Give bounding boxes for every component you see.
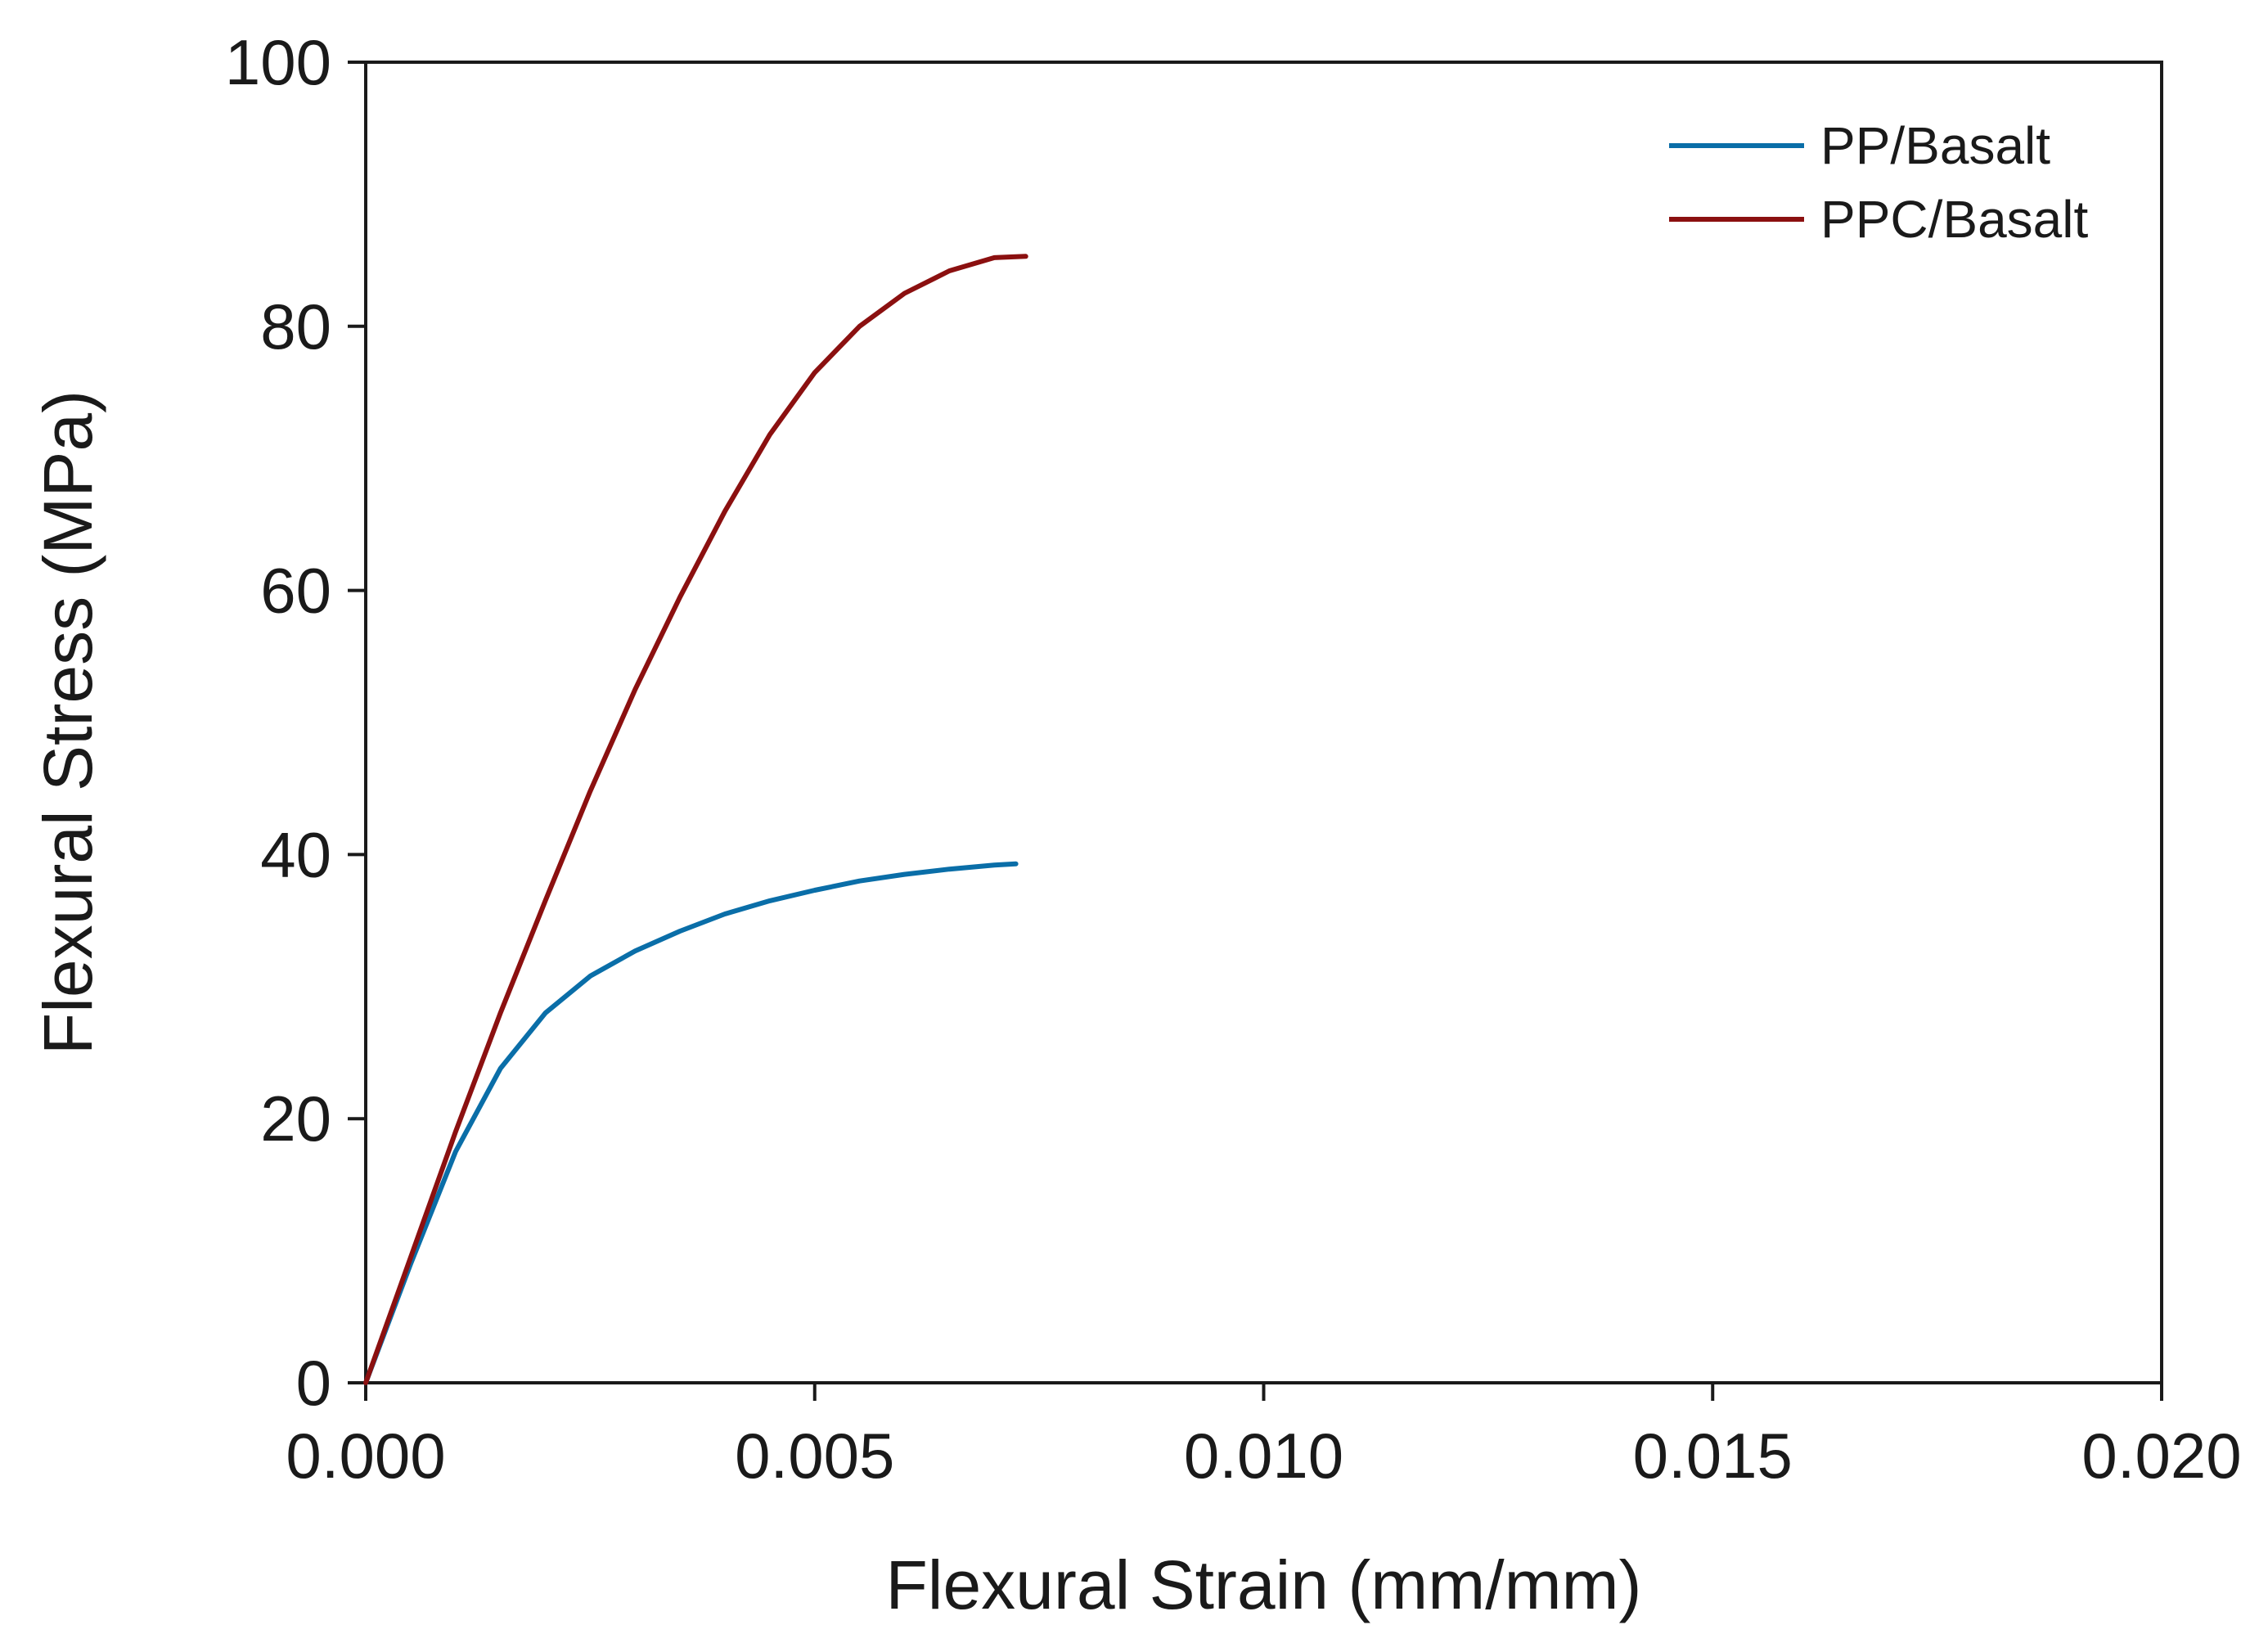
y-tick-label: 100 [225,26,331,98]
y-tick-label: 60 [260,555,331,627]
x-tick-label: 0.005 [735,1420,894,1492]
x-tick-label: 0.020 [2081,1420,2241,1492]
y-axis-title: Flexural Stress (MPa) [29,390,106,1055]
legend-label: PPC/Basalt [1820,190,2088,249]
legend-label: PP/Basalt [1820,116,2050,175]
series-line-pp-basalt [363,861,1019,1385]
y-tick-label: 20 [260,1083,331,1155]
x-tick-label: 0.000 [286,1420,445,1492]
y-tick-label: 40 [260,818,331,890]
y-tick-label: 80 [260,290,331,362]
x-axis-title: Flexural Strain (mm/mm) [885,1546,1641,1623]
x-tick-label: 0.010 [1184,1420,1343,1492]
y-tick-label: 0 [296,1347,331,1419]
plot-frame [364,61,2163,1384]
series-line-ppc-basalt [363,254,1028,1385]
x-tick-label: 0.015 [1633,1420,1793,1492]
legend: PP/Basalt PPC/Basalt [1669,116,2088,249]
